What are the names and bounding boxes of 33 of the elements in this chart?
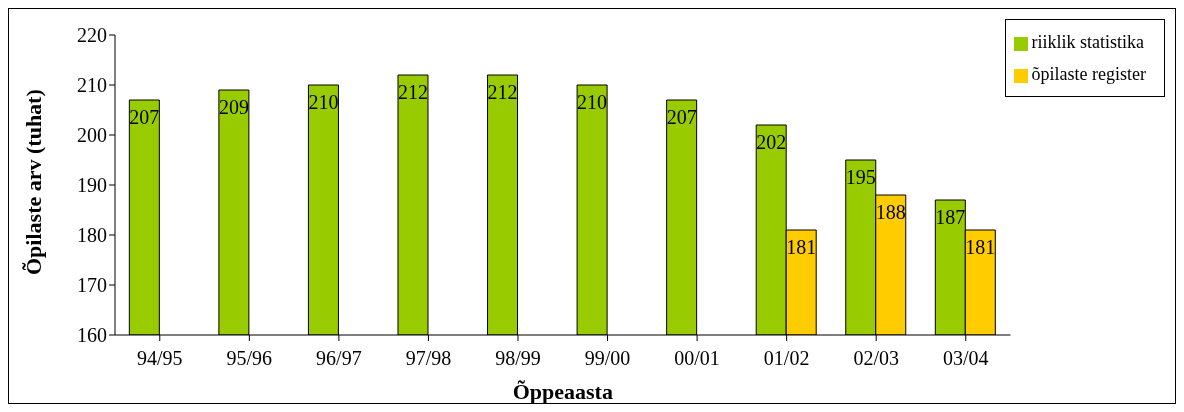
data-label: 202 [756,131,787,154]
data-label: 210 [577,91,608,114]
data-label: 187 [935,206,966,229]
x-tick-label: 02/03 [853,347,899,370]
y-tick-label: 190 [77,174,107,197]
y-tick-label: 170 [77,274,107,297]
y-tick-label: 210 [77,74,107,97]
legend-label: õpilaste register [1031,64,1146,84]
y-tick-label: 220 [77,24,107,47]
x-tick-label: 98/99 [495,347,541,370]
data-label: 207 [129,106,160,129]
data-label: 181 [965,236,996,259]
y-tick-label: 160 [77,324,107,347]
x-axis-title: Õppeaasta [512,379,613,404]
y-tick-label: 200 [77,124,107,147]
x-tick-label: 03/04 [942,347,989,370]
data-label: 181 [786,236,817,259]
data-label: 212 [397,81,428,104]
x-tick-label: 94/95 [137,347,183,370]
legend-label: riiklik statistika [1031,32,1145,52]
x-tick-label: 00/01 [674,347,720,370]
data-label: 212 [487,81,518,104]
data-label: 188 [875,201,906,224]
data-label: 210 [308,91,339,114]
x-tick-label: 95/96 [226,347,273,370]
x-tick-label: 01/02 [763,347,810,370]
x-tick-label: 97/98 [405,347,452,370]
data-label: 209 [218,96,249,119]
x-tick-label: 96/97 [316,347,362,370]
y-tick-label: 180 [77,224,107,247]
x-tick-label: 99/00 [584,347,631,370]
data-label: 195 [845,166,876,189]
y-axis-title: Õpilaste arv (tuhat) [20,89,46,275]
